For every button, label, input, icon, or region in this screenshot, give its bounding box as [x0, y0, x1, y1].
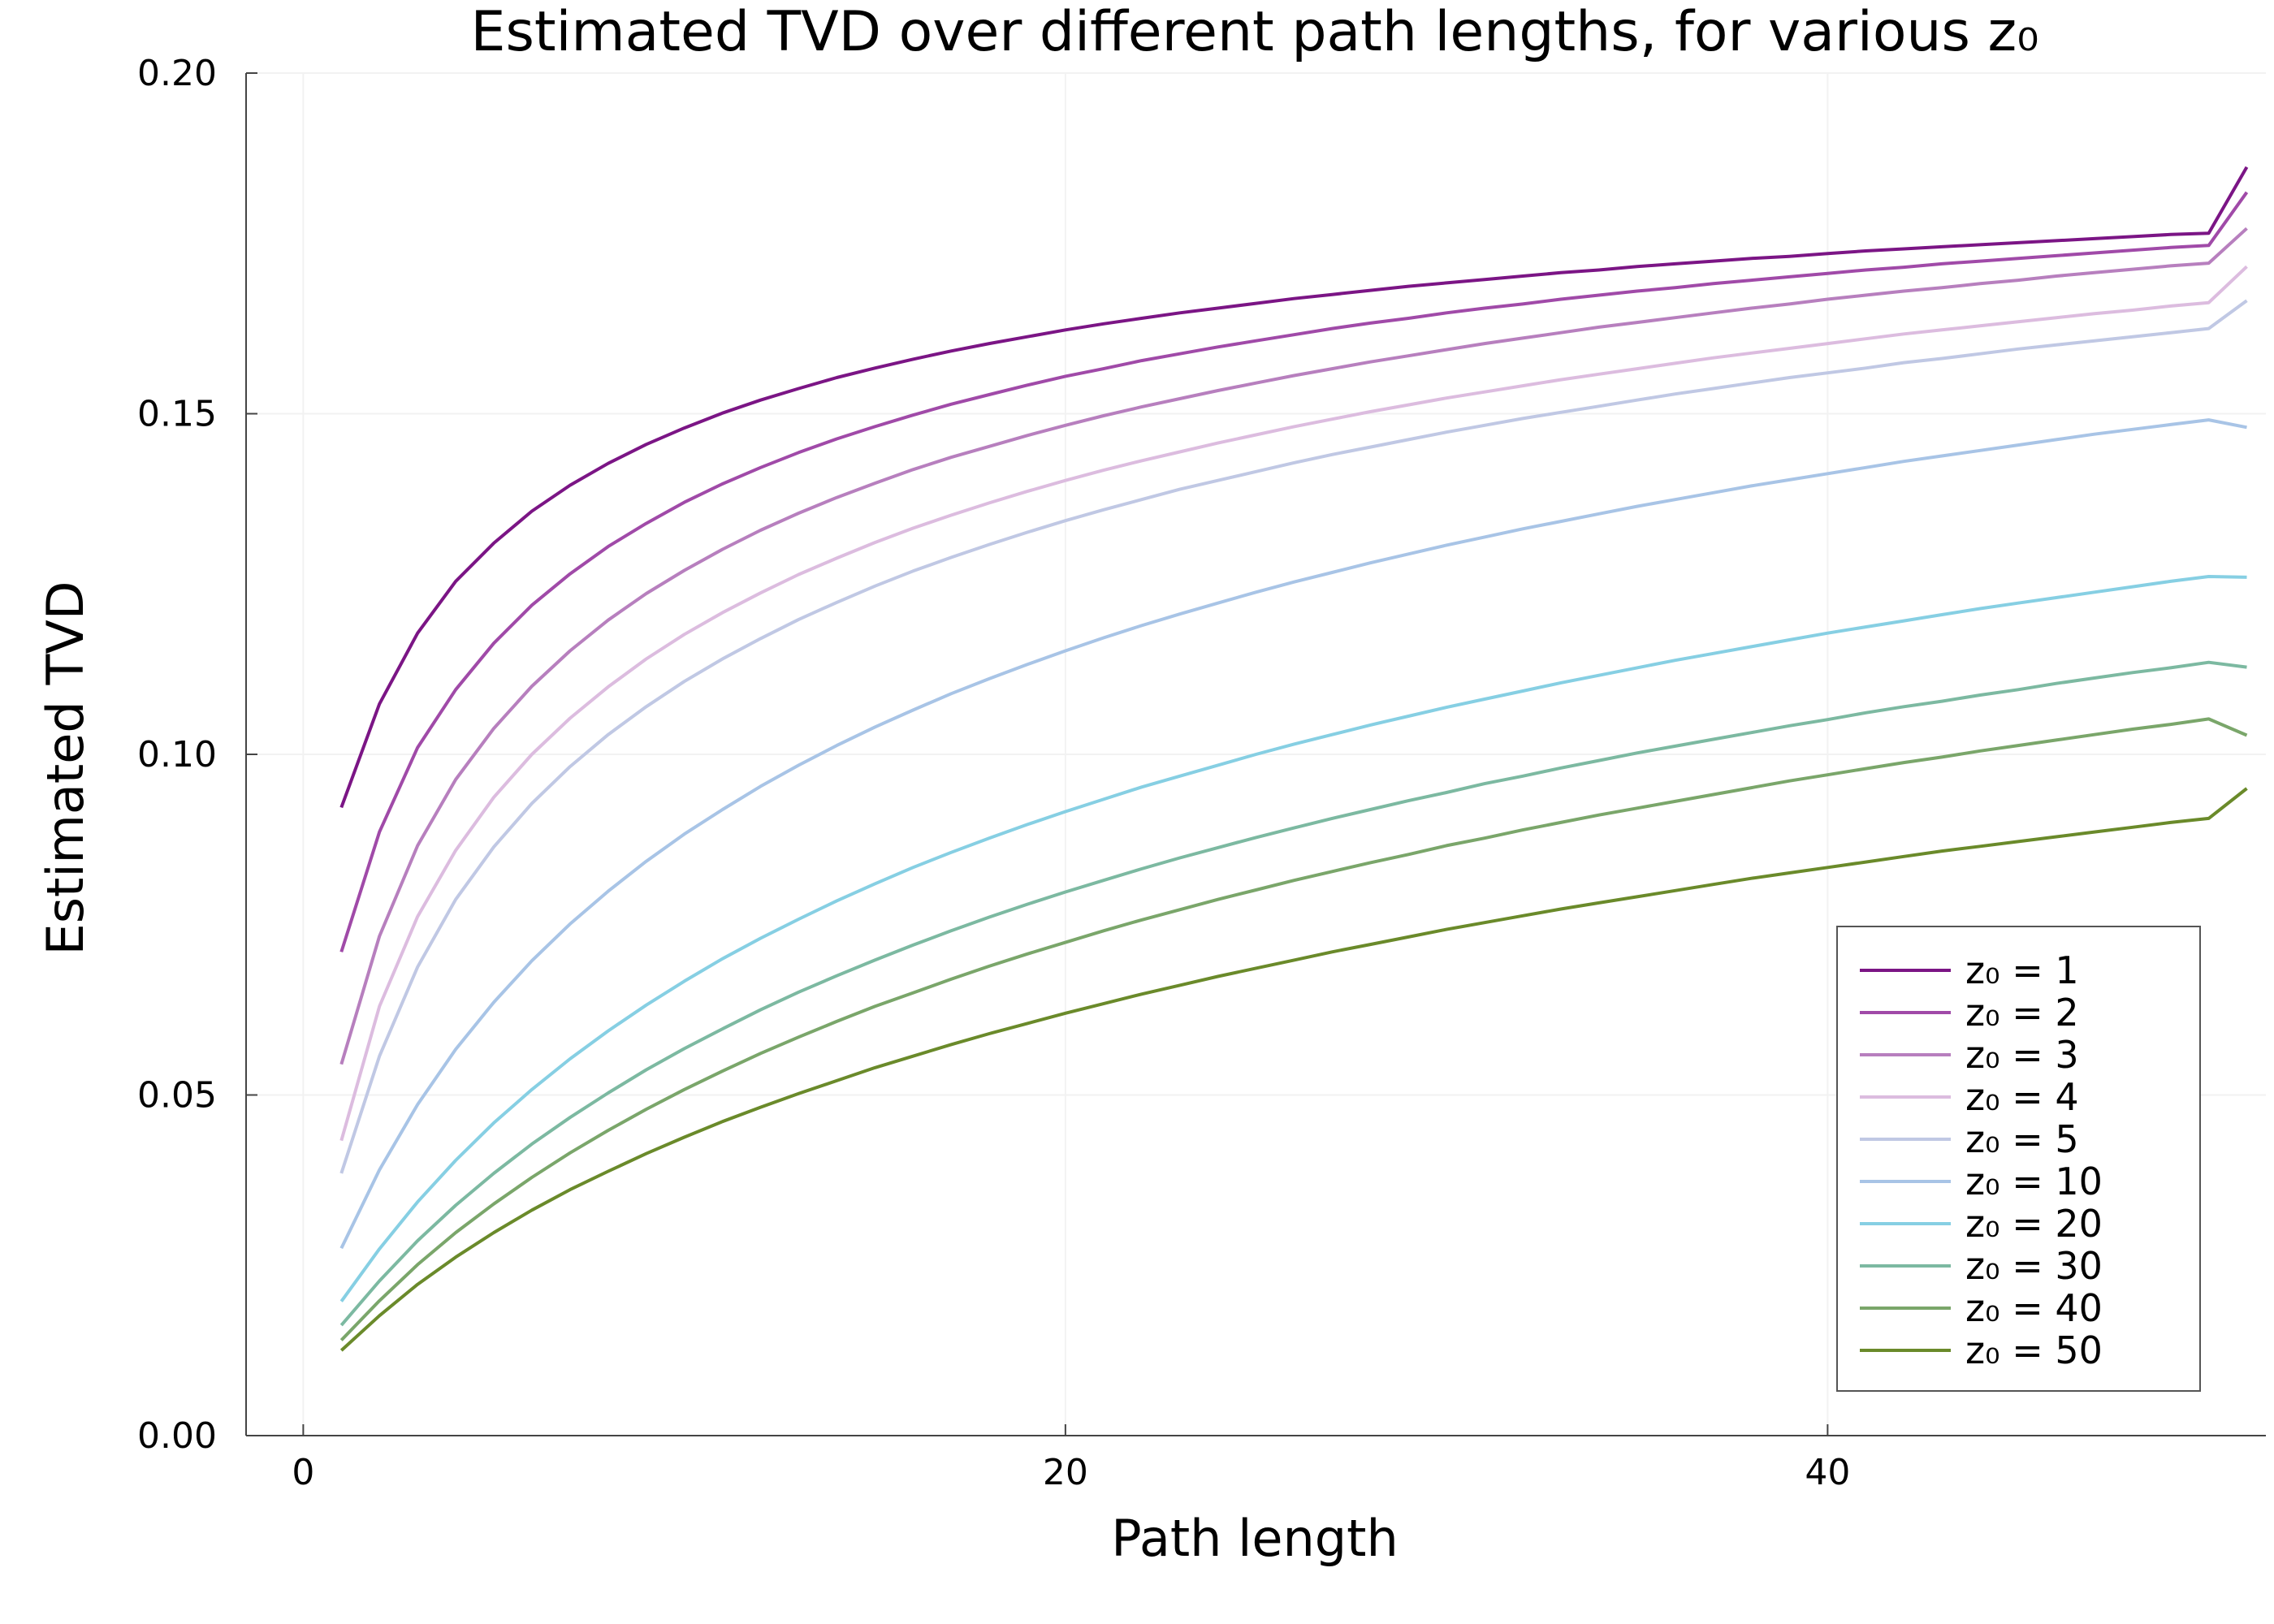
- legend-label: z₀ = 10: [1965, 1160, 2103, 1203]
- y-tick-label: 0.05: [137, 1075, 217, 1116]
- y-tick-label: 0.20: [137, 53, 217, 94]
- x-tick-label: 0: [292, 1452, 314, 1493]
- y-tick-label: 0.10: [137, 734, 217, 775]
- series-line-10: [339, 787, 2248, 1352]
- legend-box: [1836, 926, 2201, 1392]
- x-tick-label: 20: [1043, 1452, 1088, 1493]
- series-line-1: [339, 166, 2249, 809]
- legend-label: z₀ = 3: [1965, 1033, 2079, 1077]
- y-tick-label: 0.00: [137, 1415, 217, 1457]
- y-axis-label: Estimated TVD: [36, 581, 95, 956]
- legend-label: z₀ = 1: [1965, 948, 2079, 992]
- series-line-9: [339, 717, 2248, 1341]
- legend: z₀ = 1z₀ = 2z₀ = 3z₀ = 4z₀ = 5z₀ = 10z₀ …: [1836, 926, 2201, 1392]
- x-axis-label: Path length: [1111, 1509, 1399, 1568]
- series-line-4: [339, 265, 2248, 1142]
- legend-label: z₀ = 50: [1965, 1328, 2103, 1372]
- series-line-6: [339, 418, 2247, 1250]
- series-line-7: [339, 575, 2247, 1302]
- axes: 0 20 40 0.00 0.05 0.10 0.15 0.20: [137, 53, 2266, 1493]
- legend-label: z₀ = 30: [1965, 1244, 2103, 1288]
- chart-title: Estimated TVD over different path length…: [470, 0, 2038, 64]
- series-line-8: [339, 660, 2247, 1327]
- legend-label: z₀ = 40: [1965, 1286, 2103, 1330]
- series-line-5: [339, 299, 2248, 1174]
- legend-label: z₀ = 4: [1965, 1075, 2079, 1119]
- legend-label: z₀ = 5: [1965, 1117, 2079, 1161]
- series-line-2: [339, 191, 2249, 952]
- series-line-3: [339, 227, 2248, 1065]
- x-tick-label: 40: [1805, 1452, 1850, 1493]
- series-lines: [339, 166, 2249, 1352]
- legend-label: z₀ = 2: [1965, 991, 2079, 1034]
- legend-label: z₀ = 20: [1965, 1202, 2103, 1246]
- y-tick-label: 0.15: [137, 394, 217, 435]
